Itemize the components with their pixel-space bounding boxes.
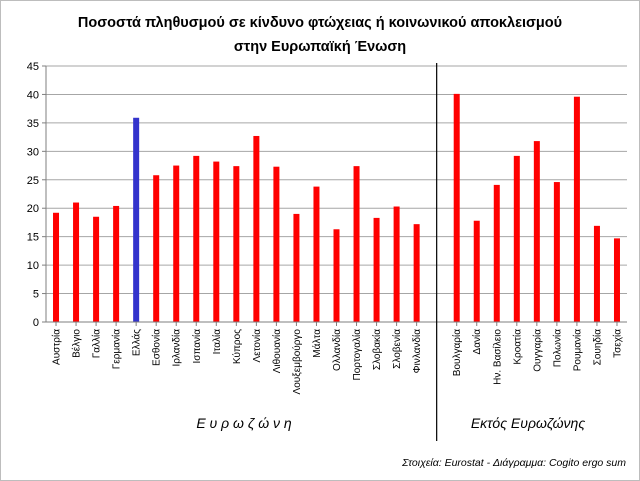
x-tick-label-0-9: Κύπρος — [231, 329, 243, 364]
x-tick-label-0-18: Φινλανδία — [411, 329, 423, 374]
bar-0-5 — [153, 175, 160, 322]
group-label-non-eurozone: Εκτός Ευρωζώνης — [471, 415, 585, 431]
x-tick-label-1-2: Ην. Βασίλειο — [491, 329, 503, 385]
bars — [53, 93, 620, 323]
x-tick-label-0-1: Βέλγιο — [71, 329, 83, 358]
x-tick-label-1-3: Κροατία — [511, 329, 523, 365]
x-tick-label-0-13: Μάλτα — [311, 329, 323, 358]
bar-1-6 — [573, 96, 580, 322]
x-tick-label-0-10: Λετονία — [251, 329, 263, 363]
bar-1-0 — [453, 93, 460, 323]
bar-0-2 — [93, 216, 100, 322]
x-tick-label-1-4: Ουγγαρία — [531, 329, 543, 372]
y-axis-ticks: 0 5 10 15 20 25 30 35 40 45 — [27, 61, 46, 329]
y-tick-label-2: 10 — [27, 260, 39, 272]
x-tick-label-0-17: Σλοβενία — [391, 329, 403, 369]
x-tick-label-0-16: Σλοβακία — [371, 329, 383, 370]
bar-1-8 — [613, 238, 620, 322]
bar-0-3 — [113, 205, 120, 322]
bar-0-4 — [133, 117, 140, 322]
bar-1-5 — [553, 182, 560, 322]
x-tick-label-1-7: Σουηδία — [591, 329, 603, 366]
y-tick-label-5: 25 — [27, 175, 39, 187]
bar-0-14 — [333, 229, 340, 322]
y-tick-label-0: 0 — [33, 317, 39, 329]
bar-0-9 — [233, 166, 240, 322]
y-tick-label-1: 5 — [33, 289, 39, 301]
y-tick-label-8: 40 — [27, 89, 39, 101]
x-tick-label-1-0: Βουλγαρία — [451, 329, 463, 376]
bar-0-10 — [253, 135, 260, 322]
x-tick-label-1-8: Τσεχία — [611, 329, 623, 358]
bar-0-1 — [73, 202, 80, 322]
bar-0-7 — [193, 155, 200, 322]
y-tick-label-7: 35 — [27, 118, 39, 130]
x-tick-label-0-15: Πορτογαλία — [351, 329, 363, 381]
y-tick-label-9: 45 — [27, 61, 39, 73]
chart-title-line2: στην Ευρωπαϊκή Ένωση — [234, 39, 406, 55]
x-axis-labels: Αυστρία Βέλγιο Γαλλία Γερμανία Ελλάς Εσθονία Ι… — [51, 322, 623, 395]
bar-0-8 — [213, 161, 220, 322]
y-tick-label-6: 30 — [27, 146, 39, 158]
source-note: Στοιχεία: Eurostat - Διάγραμμα: Cogito e… — [401, 457, 626, 469]
bar-0-17 — [393, 206, 400, 322]
bar-0-16 — [373, 217, 380, 322]
x-tick-label-1-6: Ρουμανία — [571, 329, 583, 371]
bar-0-11 — [273, 166, 280, 322]
bar-1-4 — [533, 141, 540, 322]
gridlines — [46, 65, 627, 295]
bar-1-3 — [513, 155, 520, 322]
bar-0-13 — [313, 186, 320, 322]
bar-0-12 — [293, 213, 300, 322]
bar-1-2 — [493, 184, 500, 322]
bar-1-7 — [593, 225, 600, 322]
y-tick-label-4: 20 — [27, 203, 39, 215]
x-tick-label-0-14: Ολλανδία — [331, 329, 343, 371]
x-tick-label-0-0: Αυστρία — [51, 329, 63, 365]
bar-0-0 — [53, 212, 60, 322]
x-tick-label-1-1: Δανία — [471, 329, 483, 355]
x-tick-label-1-5: Πολωνία — [551, 329, 563, 367]
x-tick-label-0-2: Γαλλία — [91, 329, 103, 359]
y-tick-label-3: 15 — [27, 232, 39, 244]
x-tick-label-0-12: Λουξεμβούργο — [291, 329, 303, 395]
bar-1-1 — [473, 220, 480, 322]
x-tick-label-0-5: Εσθονία — [151, 329, 163, 366]
bar-0-6 — [173, 165, 180, 322]
x-tick-label-0-8: Ιταλία — [211, 329, 223, 355]
bar-0-18 — [413, 224, 420, 322]
x-tick-label-0-11: Λιθουανία — [271, 329, 283, 373]
bar-0-15 — [353, 166, 360, 322]
x-tick-label-0-6: Ιρλανδία — [171, 329, 183, 367]
x-tick-label-0-4: Ελλάς — [131, 329, 143, 356]
x-tick-label-0-3: Γερμανία — [111, 329, 123, 369]
x-tick-label-0-7: Ισπανία — [191, 329, 203, 364]
chart-title-line1: Ποσοστά πληθυσμού σε κίνδυνο φτώχειας ή … — [78, 15, 562, 31]
group-label-eurozone: Ε υ ρ ω ζ ώ ν η — [196, 415, 292, 431]
